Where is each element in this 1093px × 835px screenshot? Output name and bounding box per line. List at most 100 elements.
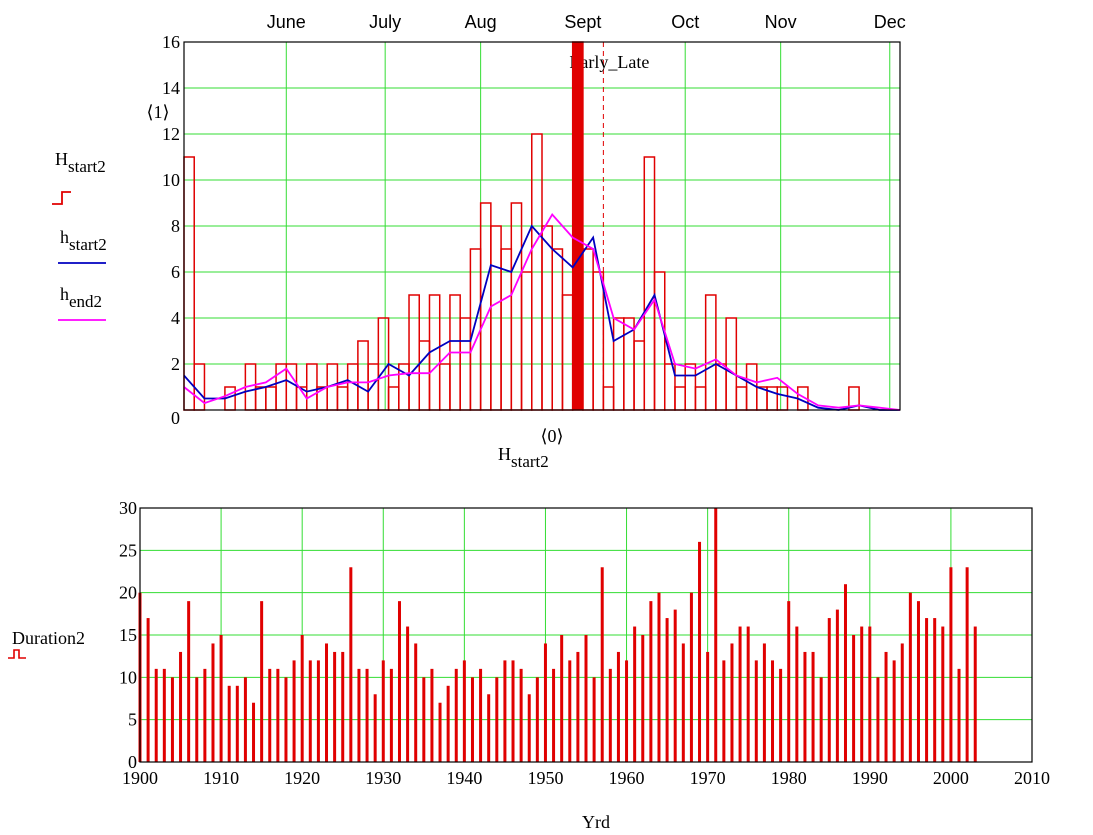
y-tick-label: 8 bbox=[171, 216, 180, 236]
bar bbox=[933, 618, 937, 762]
bar bbox=[803, 651, 807, 762]
bar bbox=[397, 601, 401, 762]
histogram-bar bbox=[346, 363, 359, 411]
y-tick-label: 30 bbox=[119, 498, 137, 518]
x-tick-label: 1930 bbox=[365, 768, 401, 788]
y-tick-label: 12 bbox=[162, 124, 180, 144]
bar bbox=[430, 668, 434, 762]
histogram-bar bbox=[387, 386, 400, 411]
histogram-bar bbox=[305, 363, 318, 411]
bar bbox=[835, 609, 839, 762]
bar bbox=[527, 694, 531, 762]
x-label-symbol: H bbox=[498, 444, 511, 464]
bar bbox=[722, 660, 726, 762]
legend-subscript: start2 bbox=[68, 157, 106, 176]
y-tick-label: 10 bbox=[119, 667, 137, 687]
bar bbox=[949, 567, 953, 762]
histogram-bar bbox=[500, 248, 513, 411]
bar bbox=[203, 668, 207, 762]
bar bbox=[641, 635, 645, 762]
histogram-bar bbox=[479, 202, 492, 411]
bar bbox=[738, 626, 742, 762]
y-tick-label: 2 bbox=[171, 354, 180, 374]
bar bbox=[479, 668, 483, 762]
bar bbox=[625, 660, 629, 762]
histogram-bar bbox=[653, 271, 666, 411]
histogram-bar bbox=[418, 340, 431, 411]
bar bbox=[154, 668, 158, 762]
bar bbox=[973, 626, 977, 762]
bar bbox=[252, 702, 256, 762]
legend-subscript: end2 bbox=[69, 292, 102, 311]
bar bbox=[235, 685, 239, 762]
bar bbox=[268, 668, 272, 762]
bar bbox=[389, 668, 393, 762]
x-tick-label: Oct bbox=[671, 12, 699, 32]
histogram-bar bbox=[275, 363, 288, 411]
histogram-bar bbox=[520, 271, 533, 411]
histogram-bar bbox=[694, 386, 707, 411]
histogram-bar bbox=[561, 294, 574, 411]
bar bbox=[665, 618, 669, 762]
histogram-bar bbox=[704, 294, 717, 411]
bar bbox=[414, 643, 418, 762]
legend-label: hstart2 bbox=[60, 227, 107, 254]
x-tick-label: June bbox=[267, 12, 306, 32]
bar bbox=[333, 651, 337, 762]
bar bbox=[916, 601, 920, 762]
bar bbox=[357, 668, 361, 762]
bar bbox=[754, 660, 758, 762]
bar bbox=[779, 668, 783, 762]
bar bbox=[454, 668, 458, 762]
bar bbox=[381, 660, 385, 762]
histogram-bar bbox=[357, 340, 369, 411]
y-tick-label: 6 bbox=[171, 262, 180, 282]
bar bbox=[762, 643, 766, 762]
bar bbox=[243, 677, 247, 762]
histogram-bar bbox=[715, 363, 727, 411]
bar bbox=[162, 668, 166, 762]
bar bbox=[373, 694, 377, 762]
x-tick-label: 2010 bbox=[1014, 768, 1050, 788]
histogram-bar bbox=[367, 363, 380, 411]
legend-symbol: h bbox=[60, 284, 69, 304]
bar bbox=[519, 668, 523, 762]
bar bbox=[714, 508, 718, 762]
legend-icon bbox=[8, 649, 26, 659]
bar bbox=[584, 635, 588, 762]
histogram-bar bbox=[265, 386, 277, 411]
bar bbox=[179, 651, 183, 762]
y-tick-label: 20 bbox=[119, 583, 137, 603]
bar bbox=[730, 643, 734, 762]
bar bbox=[649, 601, 653, 762]
x-axis-label: Yrd bbox=[582, 812, 610, 832]
bar bbox=[868, 626, 872, 762]
histogram-bar bbox=[183, 156, 195, 411]
bar bbox=[827, 618, 831, 762]
bar bbox=[341, 651, 345, 762]
bar bbox=[795, 626, 799, 762]
histogram-bar bbox=[633, 340, 646, 411]
y-tick-label: 0 bbox=[171, 408, 180, 428]
bar bbox=[657, 592, 661, 762]
x-axis-label: Hstart2 bbox=[498, 444, 549, 471]
x-tick-label: 2000 bbox=[933, 768, 969, 788]
x-tick-label: 1970 bbox=[690, 768, 726, 788]
y-tick-label: 14 bbox=[162, 78, 180, 98]
x-label-superscript: ⟨0⟩ bbox=[540, 426, 563, 446]
histogram-bar bbox=[643, 156, 656, 411]
legend-subscript: start2 bbox=[69, 235, 107, 254]
bar bbox=[819, 677, 823, 762]
bar bbox=[908, 592, 912, 762]
bar bbox=[706, 651, 710, 762]
bar bbox=[446, 685, 450, 762]
histogram-bar bbox=[571, 41, 584, 411]
y-tick-label: 4 bbox=[171, 308, 180, 328]
bar bbox=[746, 626, 750, 762]
bar bbox=[576, 651, 580, 762]
y-label-superscript: ⟨1⟩ bbox=[146, 102, 169, 122]
bar bbox=[495, 677, 499, 762]
x-tick-label: 1950 bbox=[527, 768, 563, 788]
bar bbox=[470, 677, 474, 762]
